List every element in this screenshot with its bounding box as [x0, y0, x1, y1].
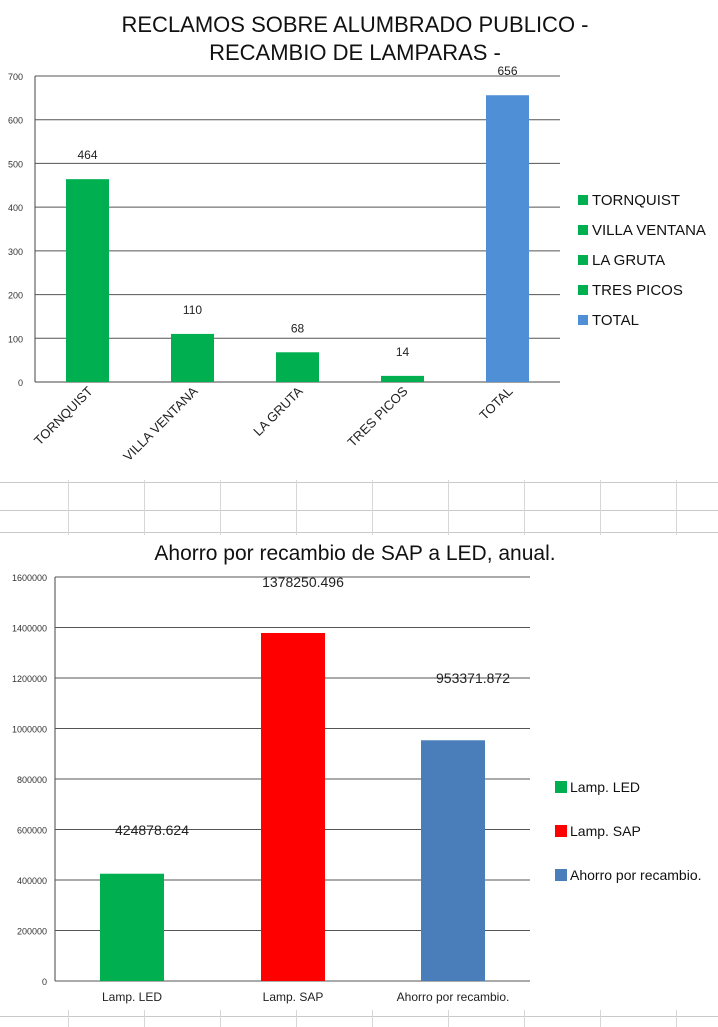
y-tick-label: 300	[8, 247, 23, 257]
y-tick-label: 0	[18, 378, 23, 388]
bar-1	[171, 333, 214, 382]
x-tick-label: TRES PICOS	[344, 383, 411, 450]
y-tick-label: 1400000	[12, 624, 47, 634]
y-tick-label: 800000	[17, 775, 47, 785]
x-tick-label: TOTAL	[476, 384, 515, 423]
legend-swatch	[578, 195, 588, 205]
y-tick-label: 200	[8, 291, 23, 301]
y-tick-label: 1200000	[12, 674, 47, 684]
x-tick-label: Lamp. LED	[102, 990, 162, 1004]
legend-swatch	[555, 781, 567, 793]
legend-swatch	[578, 285, 588, 295]
x-tick-label: Ahorro por recambio.	[397, 990, 510, 1004]
legend-swatch	[578, 225, 588, 235]
legend-swatch	[555, 825, 567, 837]
x-tick-label: LA GRUTA	[250, 383, 306, 439]
y-tick-label: 400000	[17, 876, 47, 886]
legend-label: Lamp. SAP	[570, 823, 641, 839]
bar-4	[486, 95, 529, 382]
y-tick-label: 700	[8, 72, 23, 82]
legend-swatch	[578, 255, 588, 265]
data-label: 464	[77, 148, 97, 162]
chart-title-line1: RECLAMOS SOBRE ALUMBRADO PUBLICO -	[122, 12, 589, 37]
bar-3	[381, 375, 424, 382]
spreadsheet-grid-bottom	[0, 1010, 718, 1027]
chart2-title: Ahorro por recambio de SAP a LED, anual.	[154, 542, 555, 565]
legend-swatch	[578, 315, 588, 325]
legend-swatch	[555, 869, 567, 881]
legend-label: Lamp. LED	[570, 779, 640, 795]
data-label: 14	[396, 345, 410, 359]
chart-title-line2: RECAMBIO DE LAMPARAS -	[209, 40, 501, 65]
chart-reclamos: RECLAMOS SOBRE ALUMBRADO PUBLICO - RECAM…	[8, 12, 706, 464]
bar-0	[100, 873, 164, 981]
bar-0	[66, 179, 109, 382]
legend-label: TRES PICOS	[592, 282, 683, 299]
y-tick-label: 600	[8, 116, 23, 126]
legend-label: TORNQUIST	[592, 192, 680, 209]
y-tick-label: 600000	[17, 826, 47, 836]
x-tick-label: VILLA VENTANA	[120, 383, 201, 464]
y-tick-label: 100	[8, 334, 23, 344]
bar-2	[421, 740, 485, 981]
y-tick-label: 400	[8, 203, 23, 213]
data-label: 68	[291, 321, 305, 335]
x-tick-label: TORNQUIST	[31, 383, 96, 448]
y-tick-label: 0	[42, 977, 47, 987]
y-tick-label: 1600000	[12, 573, 47, 583]
y-tick-label: 500	[8, 159, 23, 169]
spreadsheet-grid	[0, 480, 718, 535]
data-label: 953371.872	[436, 670, 510, 686]
chart-ahorro: Ahorro por recambio de SAP a LED, anual.…	[12, 542, 702, 1004]
y-tick-label: 1000000	[12, 725, 47, 735]
data-label: 656	[497, 64, 517, 78]
x-tick-label: Lamp. SAP	[263, 990, 324, 1004]
y-tick-label: 200000	[17, 927, 47, 937]
legend-label: TOTAL	[592, 312, 639, 329]
legend-label: LA GRUTA	[592, 252, 665, 269]
data-label: 1378250.496	[262, 574, 344, 590]
legend-label: VILLA VENTANA	[592, 222, 706, 239]
legend-label: Ahorro por recambio.	[570, 867, 702, 883]
bar-1	[261, 632, 325, 981]
data-label: 110	[183, 303, 202, 317]
bar-2	[276, 352, 319, 382]
data-label: 424878.624	[115, 822, 189, 838]
